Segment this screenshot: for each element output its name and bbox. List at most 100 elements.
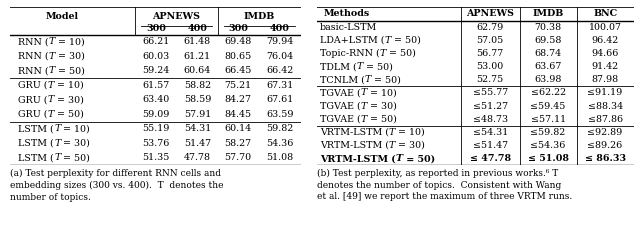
Text: = 50): = 50) [54,110,84,119]
Text: 47.78: 47.78 [184,153,211,162]
Text: 57.70: 57.70 [225,153,252,162]
Text: = 50): = 50) [391,36,420,45]
Text: = 50): = 50) [363,62,393,71]
Text: RNN (: RNN ( [19,67,49,76]
Text: TGVAE (: TGVAE ( [320,115,361,124]
Text: LSTM (: LSTM ( [19,124,54,134]
Text: 87.98: 87.98 [591,75,619,84]
Text: = 10): = 10) [396,128,425,137]
Text: 60.64: 60.64 [184,67,211,76]
Text: 66.21: 66.21 [142,38,170,46]
Text: = 50): = 50) [386,49,416,58]
Text: T: T [54,139,60,148]
Text: GRU (: GRU ( [19,96,48,105]
Text: 57.91: 57.91 [184,110,211,119]
Text: BNC: BNC [593,9,617,18]
Text: 59.24: 59.24 [142,67,170,76]
Text: Topic-RNN (: Topic-RNN ( [320,49,380,58]
Text: T: T [49,52,55,61]
Text: ≤55.77: ≤55.77 [472,88,508,97]
Text: = 10): = 10) [367,88,397,97]
Text: = 30): = 30) [60,139,90,148]
Text: APNEWS: APNEWS [467,9,515,18]
Text: 63.59: 63.59 [266,110,293,119]
Text: T: T [389,141,396,150]
Text: ≤54.31: ≤54.31 [472,128,508,137]
Text: APNEWS: APNEWS [152,12,200,21]
Text: 84.27: 84.27 [225,96,252,105]
Text: 57.05: 57.05 [477,36,504,45]
Text: = 50): = 50) [55,67,85,76]
Text: 400: 400 [269,24,290,33]
Text: 91.42: 91.42 [591,62,619,71]
Text: T: T [48,96,54,105]
Text: T: T [396,154,403,163]
Text: VRTM-LSTM (: VRTM-LSTM ( [320,154,396,163]
Text: = 50): = 50) [403,154,435,163]
Text: 58.82: 58.82 [184,81,211,90]
Text: 60.03: 60.03 [142,52,170,61]
Text: GRU (: GRU ( [19,81,48,90]
Text: LDA+LSTM (: LDA+LSTM ( [320,36,385,45]
Text: Model: Model [45,12,79,21]
Text: T: T [49,67,55,76]
Text: T: T [48,110,54,119]
Text: 66.42: 66.42 [266,67,293,76]
Text: 51.08: 51.08 [266,153,293,162]
Text: LSTM (: LSTM ( [19,139,54,148]
Text: LSTM (: LSTM ( [19,153,54,162]
Text: 67.61: 67.61 [266,96,293,105]
Text: = 30): = 30) [55,52,85,61]
Text: ≤91.19: ≤91.19 [588,88,623,97]
Text: T: T [361,101,367,110]
Text: 59.82: 59.82 [266,124,293,134]
Text: 52.75: 52.75 [477,75,504,84]
Text: 76.04: 76.04 [266,52,293,61]
Text: T: T [389,128,396,137]
Text: 300: 300 [146,24,166,33]
Text: RNN (: RNN ( [19,52,49,61]
Text: ≤51.47: ≤51.47 [473,141,508,150]
Text: IMDB: IMDB [244,12,275,21]
Text: 100.07: 100.07 [589,23,621,32]
Text: ≤54.36: ≤54.36 [531,141,566,150]
Text: 70.38: 70.38 [534,23,562,32]
Text: ≤89.26: ≤89.26 [588,141,623,150]
Text: 53.00: 53.00 [477,62,504,71]
Text: 51.47: 51.47 [184,139,211,148]
Text: 68.74: 68.74 [534,49,562,58]
Text: T: T [385,36,391,45]
Text: T: T [365,75,371,84]
Text: VRTM-LSTM (: VRTM-LSTM ( [320,141,389,150]
Text: 53.76: 53.76 [142,139,170,148]
Text: ≤59.82: ≤59.82 [531,128,566,137]
Text: 67.31: 67.31 [266,81,293,90]
Text: T: T [361,88,367,97]
Text: ≤51.27: ≤51.27 [473,101,508,110]
Text: = 10): = 10) [54,81,84,90]
Text: TCNLM (: TCNLM ( [320,75,365,84]
Text: 300: 300 [228,24,248,33]
Text: T: T [54,124,60,134]
Text: 54.36: 54.36 [266,139,293,148]
Text: ≤88.34: ≤88.34 [588,101,623,110]
Text: 55.19: 55.19 [142,124,170,134]
Text: = 30): = 30) [367,101,397,110]
Text: ≤62.22: ≤62.22 [531,88,566,97]
Text: 61.57: 61.57 [142,81,170,90]
Text: 56.77: 56.77 [477,49,504,58]
Text: 66.45: 66.45 [225,67,252,76]
Text: 94.66: 94.66 [591,49,619,58]
Text: GRU (: GRU ( [19,110,48,119]
Text: 51.35: 51.35 [142,153,170,162]
Text: IMDB: IMDB [532,9,564,18]
Text: = 50): = 50) [367,115,397,124]
Text: ≤59.45: ≤59.45 [531,101,566,110]
Text: 400: 400 [188,24,207,33]
Text: ≤ 51.08: ≤ 51.08 [527,154,568,163]
Text: 62.79: 62.79 [477,23,504,32]
Text: T: T [361,115,367,124]
Text: T: T [49,38,55,46]
Text: 63.98: 63.98 [534,75,562,84]
Text: (b) Test perplexity, as reported in previous works.⁶ T
denotes the number of top: (b) Test perplexity, as reported in prev… [317,169,572,202]
